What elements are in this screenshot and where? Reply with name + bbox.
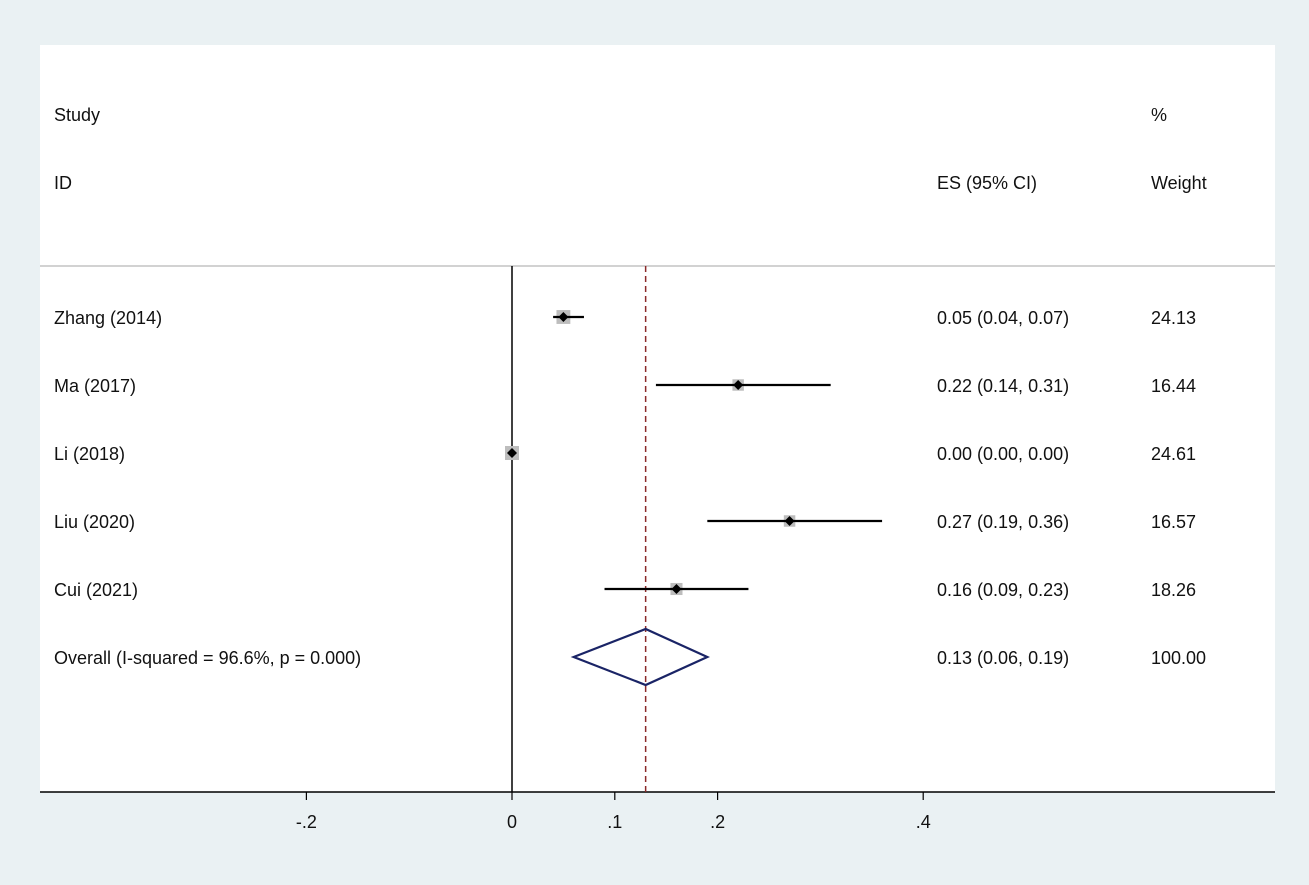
study-weight: 24.13: [1151, 308, 1196, 328]
overall-row: Overall (I-squared = 96.6%, p = 0.000) 0.…: [54, 627, 1206, 687]
study-weight: 18.26: [1151, 580, 1196, 600]
study-label: Ma (2017): [54, 376, 136, 396]
point-estimate-marker: [784, 516, 795, 526]
weight-header: Weight: [1151, 173, 1207, 193]
overall-label: Overall (I-squared = 96.6%, p = 0.000): [54, 648, 361, 668]
study-es-ci: 0.22 (0.14, 0.31): [937, 376, 1069, 396]
overall-diamond: [570, 627, 710, 687]
point-estimate-marker: [671, 584, 682, 594]
x-tick-label: .4: [916, 812, 931, 832]
x-axis-ticks: -.2 0 .1 .2 .4: [296, 792, 931, 832]
point-estimate-marker: [558, 312, 569, 322]
study-header: Study: [54, 105, 100, 125]
x-tick-label: .2: [710, 812, 725, 832]
study-es-ci: 0.27 (0.19, 0.36): [937, 512, 1069, 532]
study-rows: Zhang (2014) 0.05 (0.04, 0.07) 24.13 Ma (20…: [54, 308, 1196, 600]
id-header: ID: [54, 173, 72, 193]
percent-header: %: [1151, 105, 1167, 125]
study-label: Li (2018): [54, 444, 125, 464]
es-ci-header: ES (95% CI): [937, 173, 1037, 193]
overall-weight: 100.00: [1151, 648, 1206, 668]
x-tick-label: -.2: [296, 812, 317, 832]
study-label: Liu (2020): [54, 512, 135, 532]
study-es-ci: 0.00 (0.00, 0.00): [937, 444, 1069, 464]
study-weight: 16.57: [1151, 512, 1196, 532]
study-es-ci: 0.05 (0.04, 0.07): [937, 308, 1069, 328]
study-es-ci: 0.16 (0.09, 0.23): [937, 580, 1069, 600]
point-estimate-marker: [733, 380, 744, 390]
point-estimate-marker: [507, 448, 517, 458]
study-weight: 24.61: [1151, 444, 1196, 464]
x-tick-label: .1: [607, 812, 622, 832]
overall-es-ci: 0.13 (0.06, 0.19): [937, 648, 1069, 668]
study-label: Zhang (2014): [54, 308, 162, 328]
study-weight: 16.44: [1151, 376, 1196, 396]
x-tick-label: 0: [507, 812, 517, 832]
plot-area: [40, 45, 1275, 792]
study-label: Cui (2021): [54, 580, 138, 600]
